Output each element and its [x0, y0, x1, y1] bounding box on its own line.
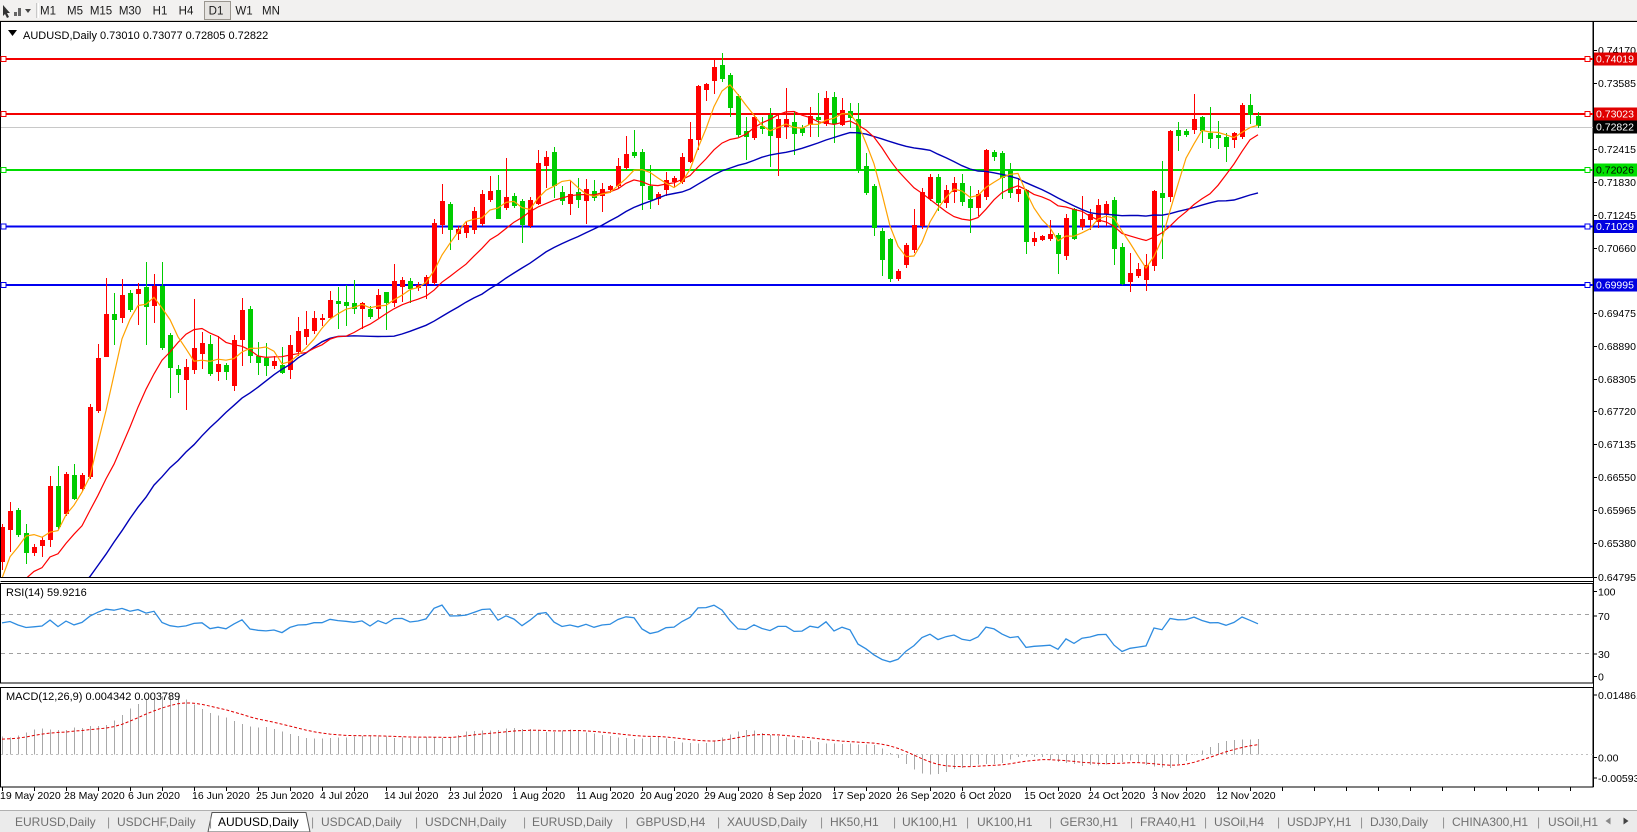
svg-text:4 Jul 2020: 4 Jul 2020 — [320, 790, 369, 802]
svg-text:|: | — [209, 815, 212, 829]
svg-text:|: | — [1360, 815, 1363, 829]
svg-text:|: | — [1277, 815, 1280, 829]
svg-text:|: | — [1204, 815, 1207, 829]
svg-text:23 Jul 2020: 23 Jul 2020 — [448, 790, 502, 802]
svg-text:|: | — [311, 815, 314, 829]
svg-text:|: | — [820, 815, 823, 829]
svg-text:0.73023: 0.73023 — [1596, 109, 1634, 121]
svg-text:GBPUSD,H4: GBPUSD,H4 — [636, 815, 706, 829]
svg-text:14 Jul 2020: 14 Jul 2020 — [384, 790, 438, 802]
svg-text:6 Oct 2020: 6 Oct 2020 — [960, 790, 1012, 802]
svg-text:UK100,H1: UK100,H1 — [902, 815, 958, 829]
svg-text:0.72026: 0.72026 — [1596, 165, 1634, 177]
svg-text:H4: H4 — [179, 6, 194, 18]
svg-text:USDCHF,Daily: USDCHF,Daily — [117, 815, 196, 829]
svg-text:3 Nov 2020: 3 Nov 2020 — [1152, 790, 1206, 802]
svg-text:19 May 2020: 19 May 2020 — [0, 790, 61, 802]
svg-text:H1: H1 — [153, 6, 168, 18]
svg-text:AUDUSD,Daily 0.73010 0.73077: AUDUSD,Daily 0.73010 0.73077 0.72805 0.7… — [23, 30, 268, 42]
svg-text:0.74019: 0.74019 — [1596, 54, 1634, 66]
svg-text:0.69475: 0.69475 — [1598, 308, 1636, 320]
svg-text:EURUSD,Daily: EURUSD,Daily — [532, 815, 613, 829]
svg-text:70: 70 — [1598, 611, 1610, 623]
svg-text:HK50,H1: HK50,H1 — [830, 815, 879, 829]
svg-text:12 Nov 2020: 12 Nov 2020 — [1216, 790, 1276, 802]
svg-text:|: | — [625, 815, 628, 829]
svg-text:|: | — [1049, 815, 1052, 829]
svg-text:MACD(12,26,9) 0.004342 0.00378: MACD(12,26,9) 0.004342 0.003789 — [6, 691, 180, 703]
svg-text:|: | — [1537, 815, 1540, 829]
svg-text:USDJPY,H1: USDJPY,H1 — [1287, 815, 1352, 829]
svg-text:24 Oct 2020: 24 Oct 2020 — [1088, 790, 1145, 802]
svg-text:GER30,H1: GER30,H1 — [1060, 815, 1118, 829]
svg-text:0.65965: 0.65965 — [1598, 505, 1636, 517]
svg-text:25 Jun 2020: 25 Jun 2020 — [256, 790, 314, 802]
svg-text:8 Sep 2020: 8 Sep 2020 — [768, 790, 822, 802]
svg-text:M15: M15 — [90, 6, 112, 18]
svg-text:0.70660: 0.70660 — [1598, 243, 1636, 255]
svg-text:MN: MN — [262, 6, 280, 18]
svg-text:USOil,H1: USOil,H1 — [1548, 815, 1598, 829]
svg-text:11 Aug 2020: 11 Aug 2020 — [576, 790, 634, 802]
svg-text:0.73585: 0.73585 — [1598, 78, 1636, 90]
svg-text:-0.005938: -0.005938 — [1598, 773, 1637, 785]
svg-text:29 Aug 2020: 29 Aug 2020 — [704, 790, 763, 802]
svg-text:0.67720: 0.67720 — [1598, 406, 1636, 418]
svg-text:0.72822: 0.72822 — [1596, 122, 1634, 134]
svg-text:USDCAD,Daily: USDCAD,Daily — [321, 815, 402, 829]
svg-text:FRA40,H1: FRA40,H1 — [1140, 815, 1196, 829]
svg-text:26 Sep 2020: 26 Sep 2020 — [896, 790, 956, 802]
svg-text:CHINA300,H1: CHINA300,H1 — [1452, 815, 1528, 829]
svg-text:0.014861: 0.014861 — [1598, 690, 1637, 702]
svg-text:0.71830: 0.71830 — [1598, 177, 1636, 189]
svg-text:|: | — [717, 815, 720, 829]
svg-text:6 Jun 2020: 6 Jun 2020 — [128, 790, 180, 802]
svg-text:0: 0 — [1598, 672, 1604, 684]
svg-text:UK100,H1: UK100,H1 — [977, 815, 1033, 829]
svg-text:0.67135: 0.67135 — [1598, 439, 1636, 451]
svg-text:0.64795: 0.64795 — [1598, 572, 1636, 584]
svg-text:AUDUSD,Daily: AUDUSD,Daily — [218, 815, 299, 829]
svg-text:30: 30 — [1598, 649, 1610, 661]
svg-text:20 Aug 2020: 20 Aug 2020 — [640, 790, 699, 802]
svg-text:0.72415: 0.72415 — [1598, 144, 1636, 156]
svg-text:DJ30,Daily: DJ30,Daily — [1370, 815, 1428, 829]
svg-text:USDCNH,Daily: USDCNH,Daily — [425, 815, 506, 829]
svg-text:D1: D1 — [209, 6, 224, 18]
svg-text:0.66550: 0.66550 — [1598, 472, 1636, 484]
svg-text:|: | — [107, 815, 110, 829]
svg-text:0.69995: 0.69995 — [1596, 280, 1634, 292]
svg-text:M30: M30 — [119, 6, 141, 18]
svg-text:W1: W1 — [235, 6, 252, 18]
svg-text:|: | — [966, 815, 969, 829]
svg-text:XAUUSD,Daily: XAUUSD,Daily — [727, 815, 807, 829]
svg-text:|: | — [523, 815, 526, 829]
svg-text:M5: M5 — [67, 6, 83, 18]
svg-text:|: | — [1130, 815, 1133, 829]
svg-text:0.68890: 0.68890 — [1598, 341, 1636, 353]
svg-text:0.00: 0.00 — [1598, 753, 1619, 765]
svg-text:RSI(14) 59.9216: RSI(14) 59.9216 — [6, 587, 87, 599]
svg-text:M1: M1 — [40, 6, 56, 18]
svg-text:|: | — [415, 815, 418, 829]
svg-text:0.65380: 0.65380 — [1598, 538, 1636, 550]
svg-text:|: | — [893, 815, 896, 829]
svg-text:0.71029: 0.71029 — [1596, 221, 1634, 233]
svg-text:|: | — [1442, 815, 1445, 829]
svg-text:0.68305: 0.68305 — [1598, 374, 1636, 386]
svg-text:USOil,H4: USOil,H4 — [1214, 815, 1264, 829]
svg-text:17 Sep 2020: 17 Sep 2020 — [832, 790, 892, 802]
svg-text:1 Aug 2020: 1 Aug 2020 — [512, 790, 565, 802]
svg-text:16 Jun 2020: 16 Jun 2020 — [192, 790, 250, 802]
svg-text:28 May 2020: 28 May 2020 — [64, 790, 125, 802]
svg-text:0.71245: 0.71245 — [1598, 210, 1636, 222]
svg-text:100: 100 — [1598, 587, 1616, 599]
svg-text:EURUSD,Daily: EURUSD,Daily — [15, 815, 96, 829]
svg-text:15 Oct 2020: 15 Oct 2020 — [1024, 790, 1081, 802]
